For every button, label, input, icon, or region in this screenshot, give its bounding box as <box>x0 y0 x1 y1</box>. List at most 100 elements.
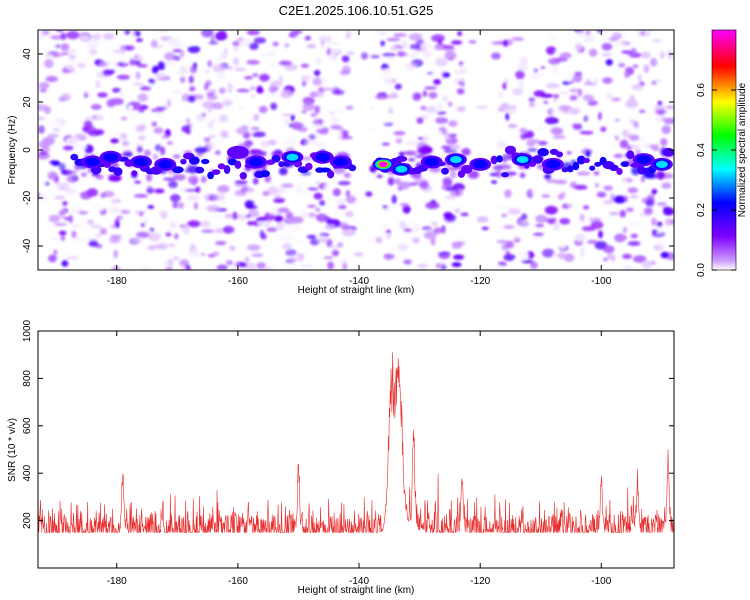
heatmap-cell <box>540 93 554 98</box>
heatmap-cell <box>139 55 144 63</box>
heatmap-cell <box>353 252 364 257</box>
heatmap-cell <box>238 38 253 47</box>
heatmap-cell <box>582 205 590 210</box>
heatmap-cell <box>38 82 50 90</box>
heatmap-cell <box>526 189 534 199</box>
heatmap-cell <box>172 154 181 159</box>
heatmap-cell <box>172 202 179 209</box>
heatmap-cell <box>505 112 510 121</box>
heatmap-cell <box>168 243 175 248</box>
heatmap-cell <box>391 60 397 67</box>
heatmap-cell <box>339 258 349 265</box>
heatmap-cell <box>492 164 503 171</box>
heatmap-cell <box>315 213 329 223</box>
y-tick-label: -20 <box>22 190 33 205</box>
heatmap-cell <box>443 211 453 219</box>
heatmap-cell <box>661 125 671 134</box>
heatmap-cell <box>454 69 468 75</box>
heatmap-cell <box>166 141 174 145</box>
heatmap-feature <box>650 157 673 171</box>
heatmap-cell <box>496 239 508 244</box>
heatmap-cell <box>341 55 350 63</box>
heatmap-cell <box>166 99 172 108</box>
heatmap-cell <box>583 157 590 164</box>
heatmap-cell <box>97 92 108 98</box>
heatmap-cell <box>315 152 331 162</box>
heatmap-cell <box>512 88 523 96</box>
heatmap-cell <box>415 154 427 159</box>
heatmap-cell <box>64 84 74 90</box>
heatmap-cell <box>389 46 398 52</box>
heatmap-cell <box>417 263 428 268</box>
heatmap-cell <box>161 100 169 107</box>
heatmap-cell <box>203 137 211 143</box>
heatmap-cell <box>348 141 354 148</box>
heatmap-cell <box>113 167 123 176</box>
heatmap-cell <box>302 96 315 106</box>
heatmap-cell <box>391 91 398 98</box>
heatmap-cell <box>135 124 146 133</box>
heatmap-cell <box>605 59 613 66</box>
heatmap-cell <box>411 223 421 233</box>
heatmap-cell <box>637 73 642 82</box>
heatmap-cell <box>157 61 166 71</box>
heatmap-feature <box>541 157 564 171</box>
heatmap-cell <box>152 65 159 74</box>
heatmap-cell <box>256 88 264 94</box>
heatmap-cell <box>437 38 443 45</box>
heatmap-cell <box>569 88 579 93</box>
heatmap-cell <box>613 153 624 159</box>
heatmap-cell <box>596 191 607 198</box>
heatmap-cell <box>269 92 282 99</box>
heatmap-cell <box>187 220 201 228</box>
heatmap-cell <box>317 119 323 124</box>
heatmap-cell <box>246 245 252 249</box>
heatmap-cell <box>306 234 317 239</box>
x-tick-label: -140 <box>349 576 369 587</box>
heatmap-cell <box>651 188 658 195</box>
heatmap-cell <box>540 65 546 70</box>
heatmap-cell <box>65 137 80 145</box>
heatmap-cell <box>300 191 312 198</box>
heatmap-cell <box>540 70 547 76</box>
heatmap-cell <box>141 222 145 228</box>
heatmap-cell <box>342 65 351 74</box>
heatmap-cell <box>441 225 446 234</box>
heatmap-cell <box>315 180 321 185</box>
heatmap-cell <box>594 161 602 167</box>
heatmap-cell <box>244 256 250 264</box>
heatmap-cell <box>47 119 62 128</box>
heatmap-cell <box>451 262 462 268</box>
heatmap-cell <box>544 205 558 215</box>
heatmap-feature <box>420 155 443 169</box>
heatmap-cell <box>300 264 314 268</box>
heatmap-cell <box>412 210 417 218</box>
heatmap-cell <box>71 224 82 228</box>
snr-frame <box>37 330 675 569</box>
heatmap-cell <box>44 59 54 69</box>
heatmap-cell <box>377 30 388 36</box>
heatmap-cell <box>268 85 277 94</box>
heatmap-cell <box>517 252 529 259</box>
heatmap-cell <box>589 217 602 222</box>
heatmap-cell <box>496 140 508 149</box>
heatmap-cell <box>47 133 59 139</box>
heatmap-cell <box>185 188 199 192</box>
heatmap-cell <box>321 87 334 91</box>
heatmap-cell <box>621 179 628 185</box>
heatmap-cell <box>208 41 219 45</box>
heatmap-cell <box>190 124 204 133</box>
heatmap-cell <box>656 241 666 250</box>
heatmap-cell <box>170 90 184 95</box>
heatmap-cell <box>133 194 148 198</box>
heatmap-cell <box>399 202 409 207</box>
heatmap-cell <box>491 180 498 184</box>
heatmap-cell <box>548 57 561 65</box>
heatmap-cell <box>436 130 443 136</box>
heatmap-cell <box>341 129 349 137</box>
y-tick-label: 20 <box>22 96 33 108</box>
heatmap-cell <box>460 212 469 216</box>
heatmap-cell <box>45 76 58 83</box>
heatmap-cell <box>218 87 226 94</box>
heatmap-cell <box>609 164 619 171</box>
